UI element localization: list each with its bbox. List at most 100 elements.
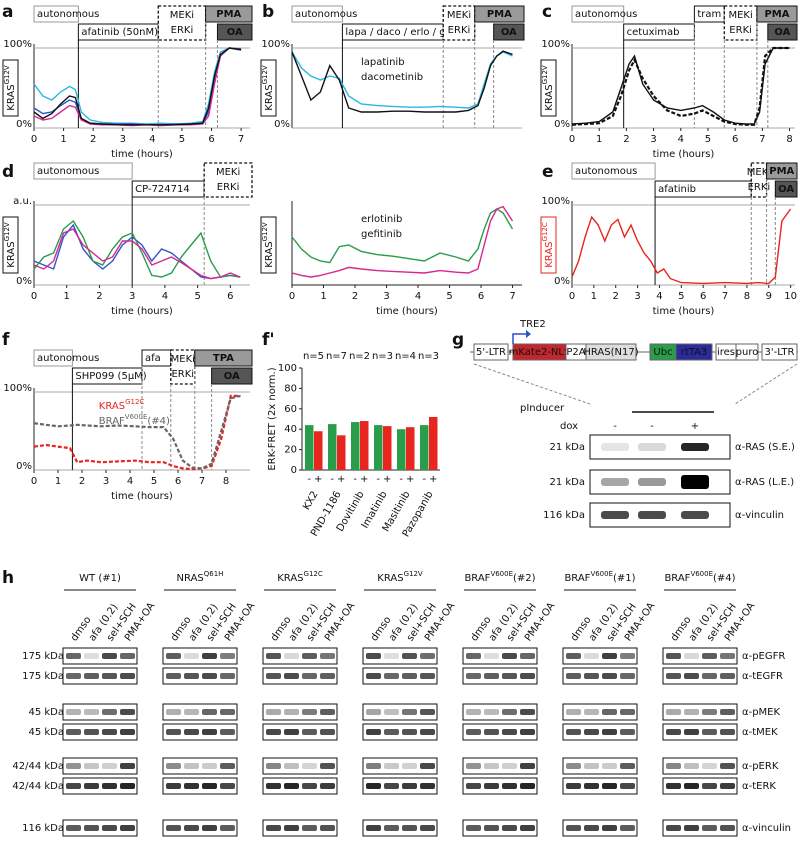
band: [484, 673, 499, 679]
band: [601, 443, 629, 451]
y-tick-label: 0: [291, 465, 297, 476]
band: [620, 763, 635, 769]
band: [84, 825, 99, 831]
band: [466, 783, 481, 789]
x-tick-label: 1: [591, 291, 597, 302]
y-tick-label: 0%: [16, 276, 32, 287]
band: [502, 653, 517, 659]
kda-label: 116 kDa: [543, 510, 585, 521]
bar: [374, 425, 383, 470]
x-tick-label: 4: [162, 291, 168, 302]
blot-box: [462, 757, 538, 775]
band: [720, 709, 735, 715]
band: [366, 729, 381, 735]
y-axis-label: KRASG12C: [541, 222, 555, 268]
treatment-label: OA: [224, 371, 240, 382]
band: [684, 729, 699, 735]
group-label: NRASQ61H: [177, 570, 224, 584]
antibody-label: α-vinculin: [735, 510, 784, 521]
band: [102, 825, 117, 831]
lane-label: -: [613, 421, 617, 432]
band: [284, 825, 299, 831]
kda-label: 175 kDa: [22, 651, 64, 662]
band: [84, 763, 99, 769]
group-label-part: (#2): [513, 573, 536, 584]
treatment-label: PMA: [487, 9, 512, 20]
x-tick-label: 6: [478, 291, 484, 302]
construct-part-label: 5'-LTR: [476, 347, 506, 358]
band: [266, 653, 281, 659]
y-tick-label: 0%: [16, 461, 32, 472]
antibody-label: α-tEGFR: [742, 671, 783, 682]
x-tick-label: 0: [31, 291, 37, 302]
y-tick-label: 80: [284, 383, 297, 394]
band: [202, 729, 217, 735]
band: [520, 709, 535, 715]
y-axis-label: KRASG12V: [261, 65, 275, 111]
band: [702, 653, 717, 659]
series-line: [33, 394, 241, 471]
band: [620, 729, 635, 735]
band: [702, 763, 717, 769]
series-line: [33, 47, 242, 125]
band: [202, 783, 217, 789]
legend-label-part: KRAS: [99, 401, 125, 412]
band: [420, 783, 435, 789]
x-tick-label: 1: [60, 134, 66, 145]
kda-label: 21 kDa: [549, 477, 585, 488]
n-label: n=5: [303, 351, 324, 362]
x-tick-label: 8: [744, 291, 750, 302]
series-line: [291, 208, 514, 264]
x-tick-label: 6: [208, 134, 214, 145]
band: [666, 653, 681, 659]
panel-label: c: [542, 2, 552, 22]
treatment-box: [767, 23, 798, 41]
band: [102, 673, 117, 679]
x-axis-label: time (hours): [376, 306, 438, 317]
bar: [305, 425, 314, 470]
blot-box: [562, 667, 638, 685]
bar: [397, 429, 406, 470]
x-tick-label: 5: [194, 291, 200, 302]
treatment-box: [33, 349, 73, 367]
blot-box: [162, 667, 238, 685]
construct-part-label: 3'-LTR: [765, 347, 795, 358]
x-tick-label: 2: [613, 291, 619, 302]
y-tick-label: 100%: [541, 196, 570, 207]
group-label-part: G12V: [404, 570, 423, 578]
treatment-box: [203, 162, 253, 198]
x-tick-label: 5: [179, 134, 185, 145]
band: [402, 653, 417, 659]
blot-box: [362, 647, 438, 665]
x-tick-label: 1: [55, 476, 61, 487]
x-tick-label: 1: [320, 291, 326, 302]
antibody-label: α-pMEK: [742, 707, 780, 718]
band: [466, 673, 481, 679]
treatment-label: SHP099 (5µM): [75, 371, 146, 382]
band: [602, 729, 617, 735]
band: [202, 653, 217, 659]
band: [620, 825, 635, 831]
band: [566, 709, 581, 715]
band: [366, 653, 381, 659]
treatment-label: ERKi: [448, 25, 471, 36]
treatment-label: ERKi: [171, 25, 194, 36]
antibody-label: α-vinculin: [742, 823, 791, 834]
band: [520, 673, 535, 679]
bar: [314, 431, 323, 470]
treatment-label: ERKi: [217, 182, 240, 193]
blot-box: [262, 777, 338, 795]
legend-label: lapatinib: [361, 57, 405, 68]
treatment-label: OA: [778, 184, 794, 195]
panel-label: f: [2, 330, 10, 350]
y-axis-label-part: G12V: [3, 65, 11, 84]
band: [601, 478, 629, 486]
band: [366, 783, 381, 789]
kda-label: 45 kDa: [28, 727, 64, 738]
band: [702, 729, 717, 735]
n-label: n=4: [395, 351, 416, 362]
band: [266, 763, 281, 769]
treatment-label: MEKi: [216, 167, 240, 178]
band: [120, 673, 135, 679]
